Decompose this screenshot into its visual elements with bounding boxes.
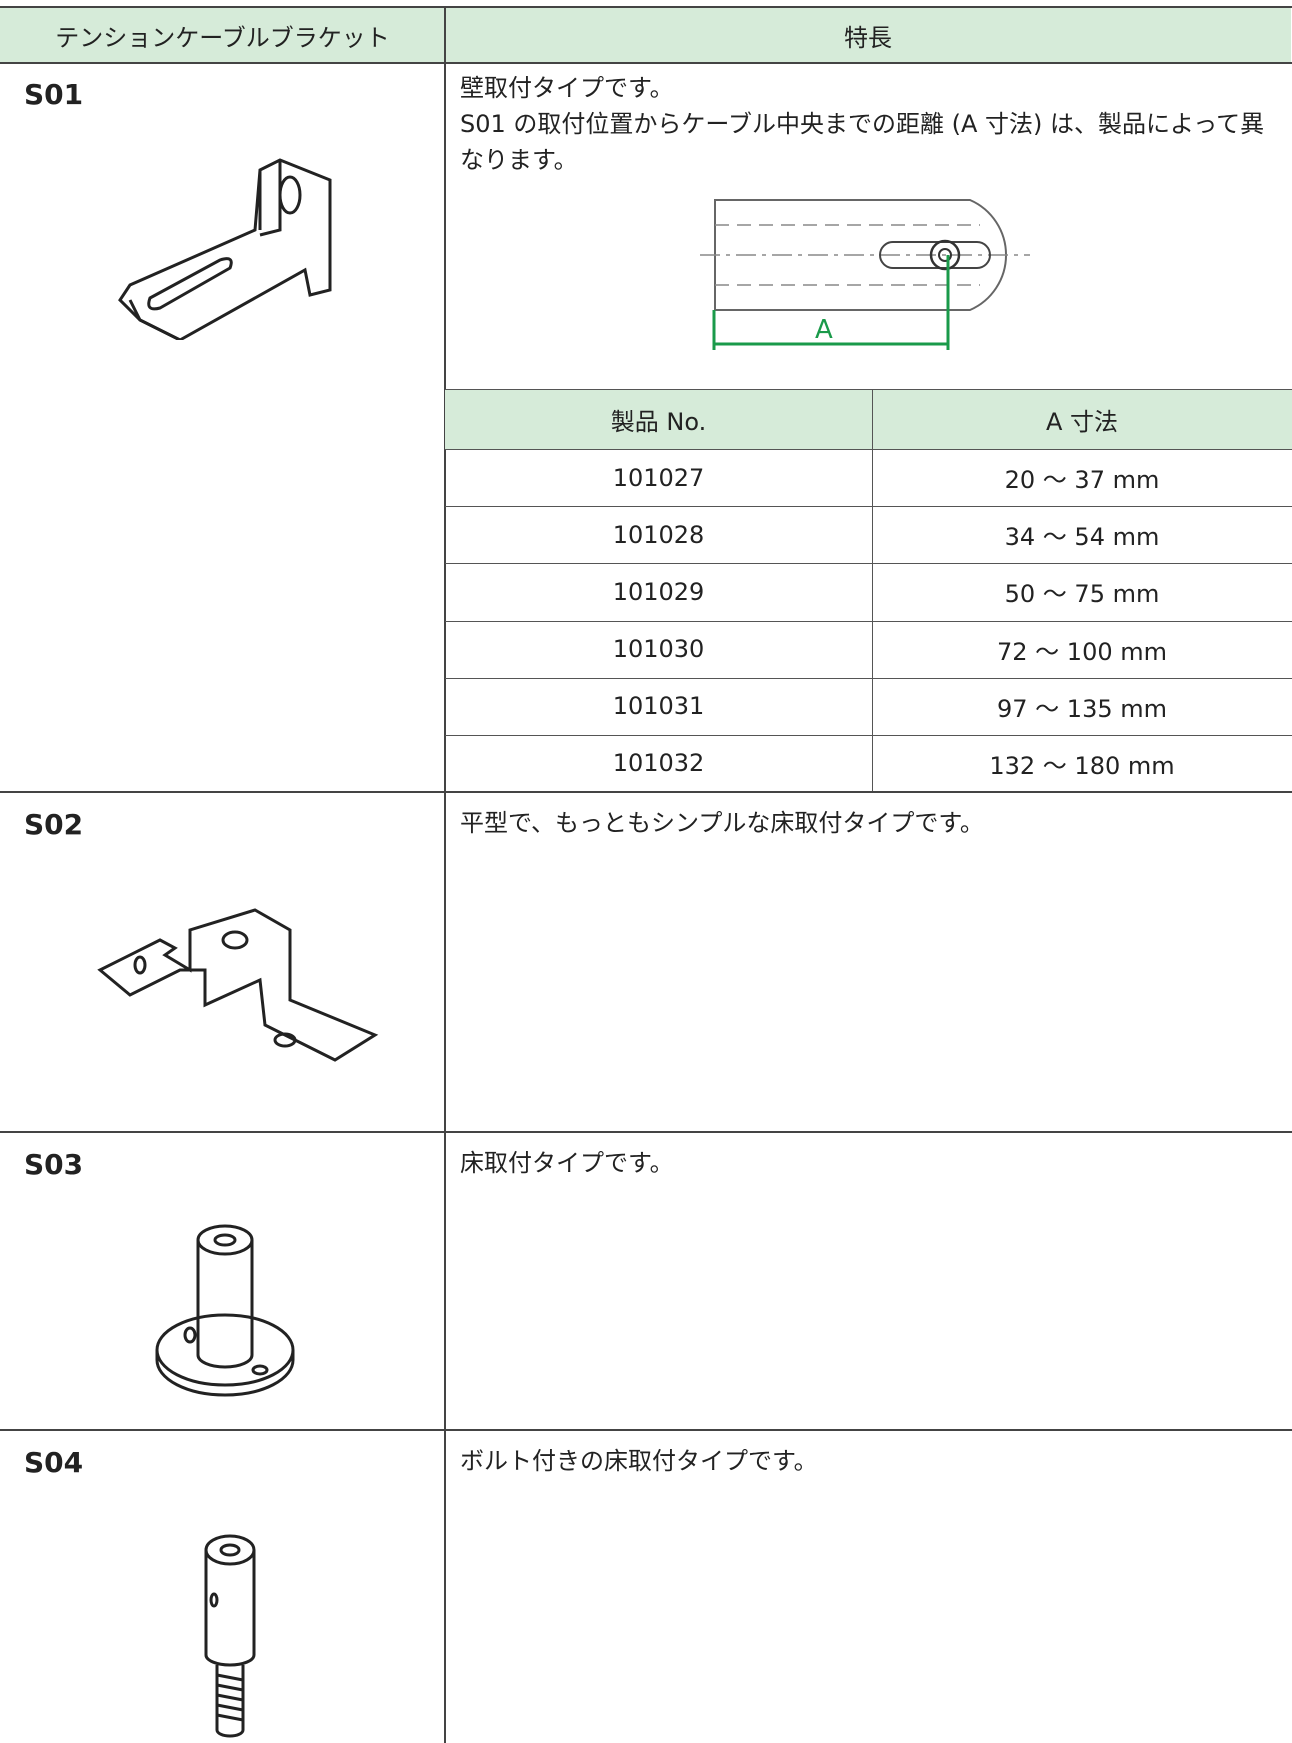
feature-text: S01 の取付位置からケーブル中央までの距離 (A 寸法) は、製品によって異な…: [460, 110, 1265, 174]
header-cell: 特長: [445, 8, 1291, 62]
feature-text: 床取付タイプです。: [460, 1149, 674, 1177]
product-name: S01: [24, 78, 84, 111]
rule: [0, 1131, 1292, 1133]
sub-table-cell: 132 ～ 180 mm: [989, 751, 1175, 780]
rule: [445, 389, 1292, 390]
sub-table-cell: 101028: [612, 520, 705, 549]
dimension-label: A: [815, 315, 833, 345]
sub-table-cell: 101030: [612, 635, 705, 664]
product-name: S02: [24, 808, 84, 841]
subheader-bg: [445, 390, 1292, 449]
sub-table-cell: 72 ～ 100 mm: [997, 637, 1167, 666]
subheader-cell: A 寸法: [1045, 408, 1119, 436]
rule: [0, 6, 1292, 8]
feature-text: ボルト付きの床取付タイプです。: [460, 1447, 818, 1475]
sub-table-cell: 101031: [612, 692, 705, 721]
rule: [0, 1429, 1292, 1431]
rule: [445, 620, 1292, 622]
rule: [445, 506, 1292, 508]
sub-table-cell: 101032: [612, 749, 705, 778]
rule: [0, 791, 1292, 793]
rule: [445, 563, 1292, 565]
rule: [0, 62, 1292, 64]
rule: [445, 449, 1292, 450]
s04-illustration: [204, 1534, 256, 1738]
s01-illustration: [118, 158, 332, 340]
feature-text: 壁取付タイプです。: [460, 74, 674, 102]
rule: [445, 734, 1292, 736]
sub-table-cell: 101029: [612, 577, 705, 606]
subheader-cell: 製品 No.: [610, 408, 707, 436]
rule: [445, 677, 1292, 679]
features: 壁取付タイプです。 S01 の取付位置からケーブル中央までの距離 (A 寸法) …: [460, 70, 1280, 178]
feature-text: 平型で、もっともシンプルな床取付タイプです。: [460, 809, 984, 837]
s02-illustration: [97, 908, 379, 1062]
sub-table-cell: 34 ～ 54 mm: [1004, 523, 1160, 552]
sub-table-cell: 50 ～ 75 mm: [1004, 580, 1160, 609]
column-rule: [872, 389, 873, 792]
header-cell: テンションケーブルブラケット: [0, 8, 445, 62]
s01-dimension-diagram: [700, 199, 1030, 350]
sub-table-cell: 101027: [612, 463, 705, 492]
product-name: S03: [24, 1148, 84, 1181]
sub-table-cell: 97 ～ 135 mm: [997, 694, 1167, 723]
column-rule: [444, 6, 446, 1743]
s03-illustration: [155, 1224, 295, 1397]
sub-table-cell: 20 ～ 37 mm: [1004, 466, 1160, 495]
product-name: S04: [24, 1446, 84, 1479]
